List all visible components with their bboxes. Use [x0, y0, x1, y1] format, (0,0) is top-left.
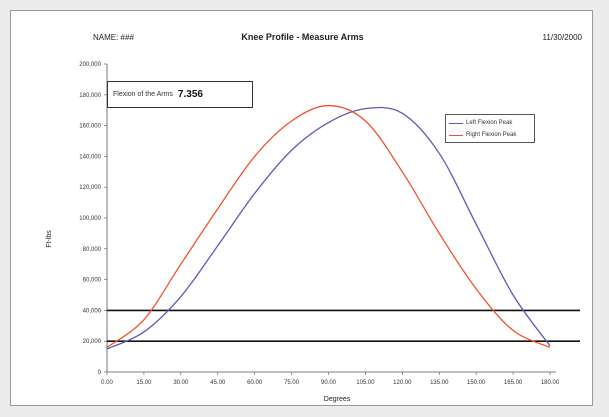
y-tick-label: 160,000 [79, 124, 101, 130]
series-lines [106, 104, 551, 350]
x-tick-label: 120.00 [393, 380, 412, 386]
x-tick-label: 90.00 [321, 380, 337, 386]
x-tick-label: 60.00 [247, 380, 263, 386]
report-date: 11/30/2000 [542, 33, 582, 42]
x-tick-label: 165.00 [504, 380, 523, 386]
chart-title: Knee Profile - Measure Arms [241, 32, 364, 42]
x-tick-label: 45.00 [210, 380, 226, 386]
y-tick-label: 100,000 [79, 216, 101, 222]
x-tick-label: 105.00 [356, 380, 375, 386]
legend-label-right: Right Flexion Peak [466, 132, 517, 138]
y-tick-labels: 0 20,000 40,000 60,000 80,000 100,000 120,000 1… [79, 62, 101, 376]
x-tick-label: 135.00 [430, 380, 449, 386]
line-chart: 0 20,000 40,000 60,000 80,000 100,000 120,000 1… [46, 62, 580, 403]
x-tick-label: 0.00 [101, 380, 113, 386]
chart-legend: Left Flexion Peak Right Flexion Peak [445, 114, 535, 143]
legend-label-left: Left Flexion Peak [466, 120, 513, 126]
chart-axes [104, 63, 556, 375]
x-tick-label: 180.00 [541, 380, 560, 386]
legend-item-right: Right Flexion Peak [449, 129, 531, 141]
ratio-label: Flexion of the Arms [113, 91, 173, 98]
y-tick-label: 20,000 [83, 339, 102, 345]
y-tick-label: 140,000 [79, 154, 101, 160]
y-tick-label: 40,000 [83, 308, 102, 314]
y-tick-label: 80,000 [83, 247, 102, 253]
x-tick-labels: 0.00 15.00 30.00 45.00 60.00 75.00 90.00 105.00… [101, 380, 560, 386]
series-line-left [106, 106, 551, 350]
y-tick-label: 120,000 [79, 185, 101, 191]
report-page: NAME: ### Knee Profile - Measure Arms 11… [10, 10, 593, 406]
ratio-value: 7.356 [177, 89, 203, 100]
legend-item-left: Left Flexion Peak [449, 117, 531, 129]
legend-swatch-left [449, 122, 463, 124]
flexion-ratio-box: Flexion of the Arms 7.356 [107, 81, 253, 108]
reference-lines [107, 309, 580, 343]
x-tick-label: 15.00 [136, 380, 152, 386]
series-line-right [106, 104, 551, 348]
patient-name-label: NAME: ### [93, 33, 134, 42]
x-tick-label: 150.00 [467, 380, 486, 386]
x-axis-title: Degrees [324, 396, 351, 403]
legend-swatch-right [449, 134, 463, 136]
x-tick-label: 30.00 [173, 380, 189, 386]
y-tick-label: 60,000 [83, 278, 102, 284]
y-axis-title: Ft-lbs [46, 230, 53, 248]
x-tick-label: 75.00 [284, 380, 300, 386]
y-tick-label: 200,000 [79, 62, 101, 68]
y-tick-label: 0 [98, 370, 102, 376]
y-tick-label: 180,000 [79, 93, 101, 99]
